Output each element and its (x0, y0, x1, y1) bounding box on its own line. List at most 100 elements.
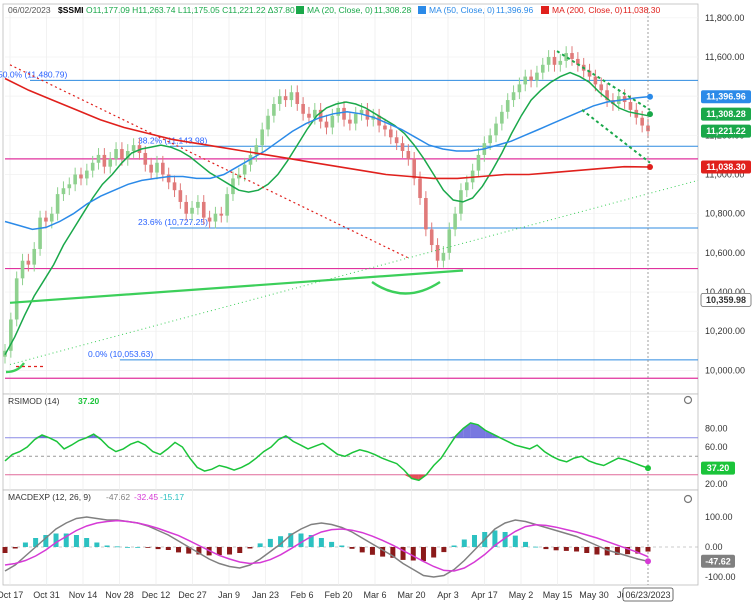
candle-body (120, 149, 124, 159)
price-dot (647, 93, 653, 100)
ma50-swatch (418, 6, 426, 14)
settings-icon[interactable] (683, 395, 693, 405)
macd-histogram-bar (196, 547, 202, 555)
candle-body (546, 56, 551, 65)
resistance-trendline (9, 64, 411, 260)
settings-icon[interactable] (683, 494, 693, 504)
macd-histogram-bar (237, 547, 243, 553)
macd-last-dot (645, 558, 651, 565)
channel-bottom-line (581, 109, 651, 164)
x-tick-label: Feb 6 (290, 590, 313, 600)
candle-body (599, 84, 604, 91)
x-tick-label: Nov 28 (105, 590, 134, 600)
macd-histogram-bar (318, 538, 324, 547)
candle-body (283, 96, 288, 101)
candle-body (488, 135, 492, 144)
macd-histogram-bar (431, 547, 437, 558)
rsi-y-tick-label: 20.00 (705, 479, 728, 489)
candle-body (517, 84, 522, 93)
rsi-legend-value: 37.20 (78, 396, 100, 406)
macd-histogram-bar (216, 547, 222, 556)
macd-layer (2, 516, 698, 578)
candle-body (272, 103, 276, 116)
candle-body (342, 107, 346, 120)
macd-legend: MACDEXP (12, 26, 9) -47.62 -32.45 -15.17 (8, 492, 184, 502)
candle-body (254, 145, 259, 155)
x-tick-label: Oct 31 (33, 590, 60, 600)
macd-histogram-bar (298, 533, 304, 547)
candle-body (143, 152, 148, 165)
macd-histogram-bar (155, 547, 161, 550)
macd-histogram-bar (441, 547, 447, 553)
candle-body (564, 53, 568, 61)
candle-body (400, 143, 405, 152)
macd-histogram-bar (176, 547, 182, 553)
x-tick-label: Feb 20 (324, 590, 352, 600)
y-tick-label: 10,800.00 (705, 209, 745, 219)
current-date-marker: 06/23/2023 (622, 587, 674, 602)
candle-body (219, 213, 224, 216)
candle-body (44, 217, 48, 222)
header-ma50-value: 11,396.96 (496, 5, 533, 15)
ma200-swatch (541, 6, 549, 14)
rsi-y-tick-label: 60.00 (705, 442, 728, 452)
macd-histogram-bar (471, 535, 477, 547)
candle-body (476, 154, 481, 171)
candle-body (32, 248, 37, 265)
candle-body (429, 229, 434, 246)
macd-histogram-bar (257, 543, 263, 547)
ma200-line (4, 77, 649, 180)
candle-body (336, 107, 340, 116)
candle-body (628, 102, 633, 110)
candle-body (313, 109, 317, 118)
candle-body (389, 129, 393, 138)
candle-body (611, 100, 615, 104)
candle-body (67, 184, 72, 189)
x-tick-label: May 30 (579, 590, 609, 600)
y-tick-label: 10,600.00 (705, 248, 745, 258)
rsi-legend: RSIMOD (14) 37.20 (8, 396, 100, 406)
macd-value-badge-text: -47.62 (705, 556, 731, 566)
macd-histogram-bar (574, 547, 580, 552)
macd-histogram-bar (359, 547, 365, 553)
price-badge-text: 10,359.98 (706, 295, 746, 305)
macd-histogram-bar (543, 547, 549, 550)
x-tick-label: Jan 9 (218, 590, 240, 600)
candle-body (576, 58, 580, 65)
macd-histogram-bar (165, 547, 171, 550)
candle-body (295, 92, 300, 104)
ma20-line (4, 71, 649, 356)
candle-body (552, 56, 557, 65)
candle-body (49, 213, 54, 222)
candle-body (570, 53, 574, 59)
header-ma200-value: 11,038.30 (623, 5, 660, 15)
candle-body (523, 76, 528, 85)
y-tick-label: 11,600.00 (705, 52, 744, 62)
header-legend: 06/02/2023 $SSMI O11,177.09 H11,263.74 L… (8, 5, 660, 15)
macd-y-tick-label: 0.00 (705, 542, 723, 552)
grid-layer (5, 8, 698, 585)
candle-body (73, 174, 77, 185)
candle-body (184, 201, 189, 214)
candle-body (377, 115, 381, 126)
candle-body (605, 90, 609, 101)
macd-histogram-bar (400, 547, 406, 560)
candle-body (435, 245, 440, 261)
rsi-title: RSIMOD (14) (8, 396, 60, 406)
candle-body (529, 76, 533, 81)
header-symbol: $SSMI (58, 5, 84, 15)
candle-body (125, 151, 130, 159)
macd-histogram-bar (410, 547, 416, 561)
x-tick-label: May 15 (543, 590, 573, 600)
candle-body (9, 319, 13, 351)
macd-histogram-bar (53, 533, 59, 547)
rsi-overbought-fill (463, 422, 471, 438)
support-trendline (9, 269, 464, 304)
candle-body (172, 182, 177, 191)
x-tick-label: Dec 27 (178, 590, 207, 600)
macd-legend-macd: -47.62 (106, 492, 130, 502)
ma50-line (4, 95, 649, 231)
price-badge (701, 107, 751, 121)
fib-label: 0.0% (10,053.63) (88, 349, 153, 359)
macd-histogram-bar (502, 532, 508, 547)
